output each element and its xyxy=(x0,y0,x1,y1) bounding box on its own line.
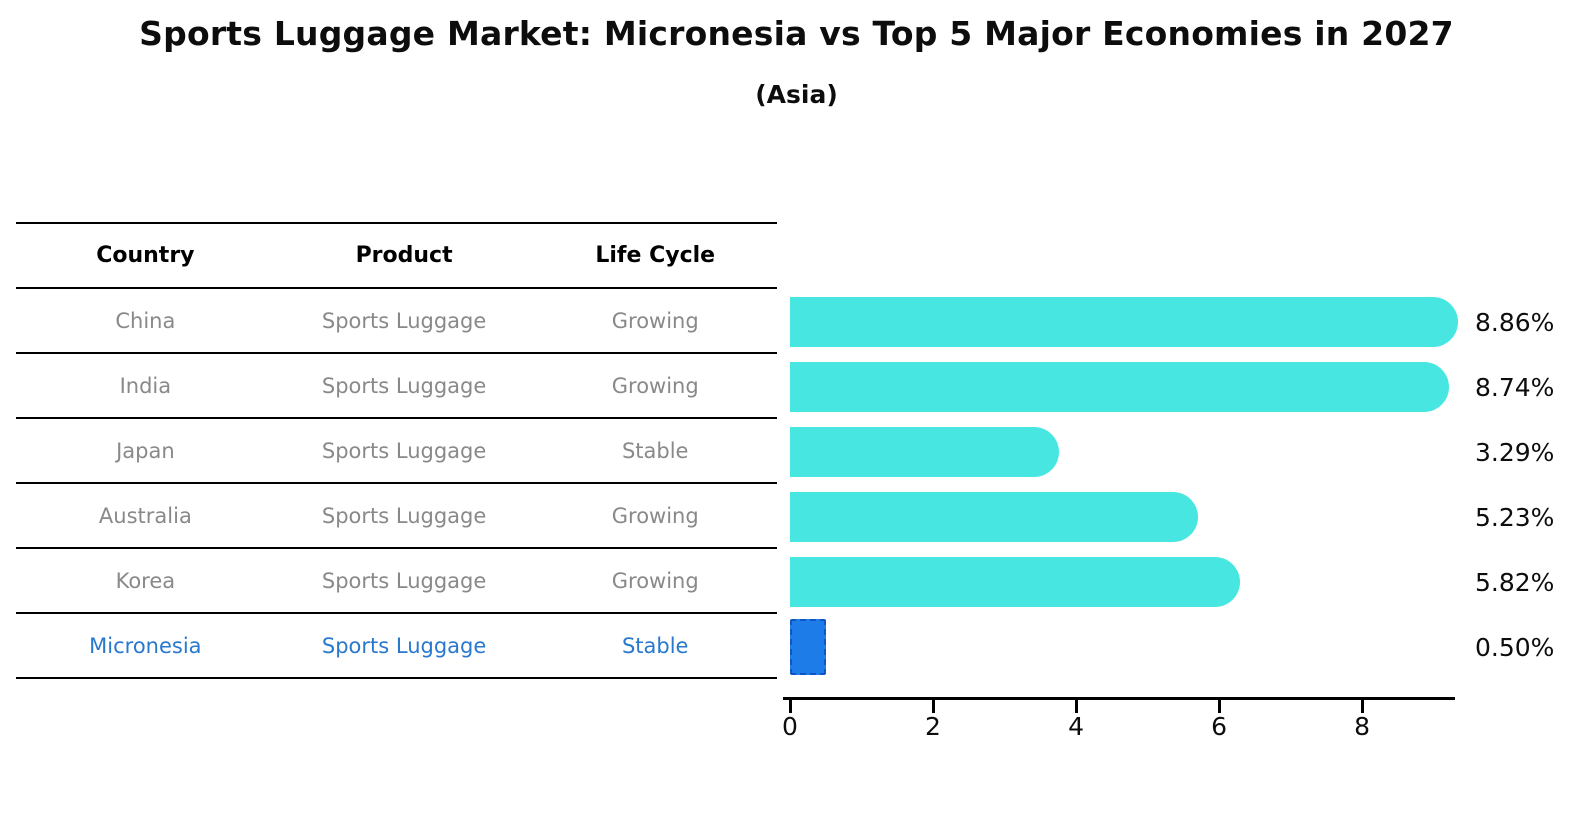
column-header-product: Product xyxy=(355,243,453,268)
table-row-india: India Sports Luggage Growing xyxy=(16,354,777,419)
product-cell: Sports Luggage xyxy=(321,308,487,333)
plot-area: 0 2 4 6 8 xyxy=(782,290,1458,741)
country-cell: China xyxy=(115,308,176,333)
bar-australia xyxy=(790,492,1198,542)
product-cell: Sports Luggage xyxy=(321,633,487,658)
country-table: Country Product Life Cycle China Sports … xyxy=(16,222,777,679)
x-axis-tick xyxy=(1075,700,1079,713)
bar-row xyxy=(790,485,1455,550)
bar-row xyxy=(790,290,1458,355)
column-header-life-cycle: Life Cycle xyxy=(595,243,716,268)
product-cell: Sports Luggage xyxy=(321,568,487,593)
chart-title: Sports Luggage Market: Micronesia vs Top… xyxy=(139,14,1454,53)
bar-india xyxy=(790,362,1449,412)
country-cell: Korea xyxy=(115,568,176,593)
table-row-china: China Sports Luggage Growing xyxy=(16,289,777,354)
product-cell: Sports Luggage xyxy=(321,503,487,528)
value-label-column: 8.86% 8.74% 3.29% 5.23% 5.82% 0.50% xyxy=(1475,290,1585,680)
bar-row xyxy=(790,615,1455,680)
bar-row xyxy=(790,355,1455,420)
country-cell: India xyxy=(119,373,172,398)
x-axis-tick-label: 8 xyxy=(1354,712,1370,741)
product-cell: Sports Luggage xyxy=(321,438,487,463)
value-label-india: 8.74% xyxy=(1475,373,1555,402)
value-label-korea: 5.82% xyxy=(1475,568,1555,597)
column-header-country: Country xyxy=(96,243,195,268)
chart-subtitle: (Asia) xyxy=(755,80,838,109)
x-axis-tick-label: 2 xyxy=(925,712,941,741)
life-cycle-cell: Stable xyxy=(621,633,689,658)
country-cell: Japan xyxy=(116,438,175,463)
table-row-australia: Australia Sports Luggage Growing xyxy=(16,484,777,549)
life-cycle-cell: Growing xyxy=(611,503,699,528)
bar-japan xyxy=(790,427,1060,477)
x-axis-line xyxy=(783,697,1455,700)
table-row-korea: Korea Sports Luggage Growing xyxy=(16,549,777,614)
country-cell: Micronesia xyxy=(89,633,202,658)
x-axis-tick xyxy=(789,700,792,713)
bar-korea xyxy=(790,557,1241,607)
value-label-japan: 3.29% xyxy=(1475,438,1555,467)
table-row-japan: Japan Sports Luggage Stable xyxy=(16,419,777,484)
bar-china xyxy=(790,297,1458,347)
value-label-micronesia: 0.50% xyxy=(1475,633,1555,662)
x-axis-tick xyxy=(1218,700,1222,713)
table-header-row: Country Product Life Cycle xyxy=(16,224,777,289)
x-axis-tick xyxy=(932,700,935,713)
x-axis-tick xyxy=(1361,700,1365,713)
x-axis-tick-label: 0 xyxy=(782,712,798,741)
value-label-australia: 5.23% xyxy=(1475,503,1555,532)
bar-row xyxy=(790,550,1455,615)
table-row-micronesia: Micronesia Sports Luggage Stable xyxy=(16,614,777,679)
life-cycle-cell: Growing xyxy=(611,568,699,593)
value-label-china: 8.86% xyxy=(1475,308,1555,337)
x-axis-tick-label: 6 xyxy=(1211,712,1227,741)
x-axis-tick-label: 4 xyxy=(1068,712,1084,741)
country-cell: Australia xyxy=(98,503,192,528)
life-cycle-cell: Stable xyxy=(621,438,689,463)
bar-row xyxy=(790,420,1455,485)
life-cycle-cell: Growing xyxy=(611,308,699,333)
bar-micronesia xyxy=(790,619,826,675)
life-cycle-cell: Growing xyxy=(611,373,699,398)
product-cell: Sports Luggage xyxy=(321,373,487,398)
